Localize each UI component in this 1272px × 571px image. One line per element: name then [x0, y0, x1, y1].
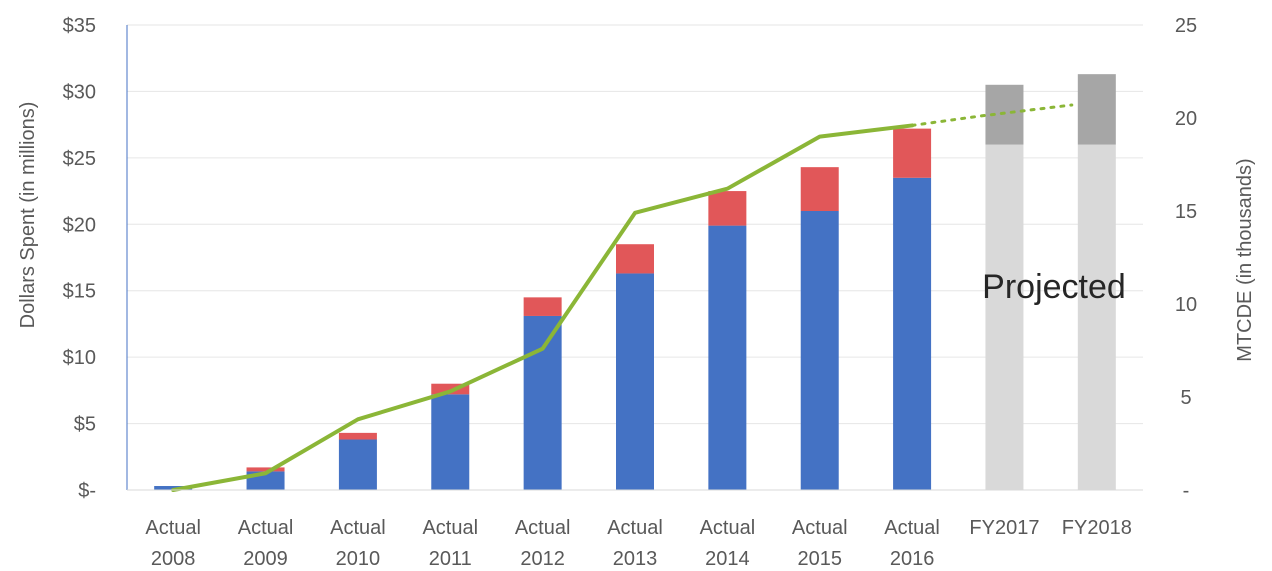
bar-4-segment-0	[523, 315, 562, 490]
x-tick-label-4: Actual 2012	[515, 517, 571, 570]
left-axis-title: Dollars Spent (in millions)	[17, 102, 39, 329]
left-axis-ticks: $- $5 $10 $15 $20 $25 $30 $35	[63, 15, 96, 502]
bar-5-segment-0	[616, 273, 654, 490]
bar-5-segment-1	[616, 244, 654, 274]
lines	[171, 103, 1074, 492]
x-tick-label-10: FY2018	[1062, 517, 1132, 539]
x-tick-label-8: Actual 2016	[884, 517, 940, 570]
projected-emissions-line	[910, 103, 1074, 127]
right-tick-label-3: 15	[1175, 201, 1197, 223]
bar-1-segment-1	[246, 467, 285, 472]
bar-7-segment-0	[800, 211, 839, 490]
bar-4-segment-1	[523, 297, 562, 316]
right-tick-label-0: -	[1183, 480, 1190, 502]
bar-2-segment-1	[338, 432, 377, 440]
x-tick-label-3: Actual 2011	[422, 517, 478, 570]
left-tick-label-0: $-	[78, 480, 96, 502]
right-tick-label-1: 5	[1180, 387, 1191, 409]
bar-9-segment-0	[985, 144, 1024, 491]
bars	[154, 74, 1116, 491]
bar-6-segment-0	[708, 225, 747, 490]
bar-8-segment-0	[893, 177, 932, 491]
bar-10-segment-0	[1077, 144, 1116, 491]
x-axis-ticks: Actual 2008 Actual 2009 Actual 2010 Actual 2011…	[145, 517, 1131, 570]
bar-7-segment-1	[800, 167, 839, 211]
x-tick-label-7: Actual 2015	[792, 517, 848, 570]
left-tick-label-7: $35	[63, 15, 96, 37]
right-tick-label-4: 20	[1175, 108, 1197, 130]
bar-3-segment-0	[431, 394, 470, 490]
projected-annotation: Projected	[982, 268, 1126, 306]
left-tick-label-1: $5	[74, 414, 96, 436]
right-axis-ticks: - 5 10 15 20 25	[1175, 15, 1197, 502]
bar-8-segment-1	[893, 128, 932, 178]
left-tick-label-5: $25	[63, 148, 96, 170]
bar-2-segment-0	[338, 439, 377, 490]
right-tick-label-5: 25	[1175, 15, 1197, 37]
right-tick-label-2: 10	[1175, 294, 1197, 316]
left-tick-label-3: $15	[63, 281, 96, 303]
bar-3-segment-1	[431, 383, 470, 395]
x-tick-label-0: Actual 2008	[145, 517, 201, 570]
x-tick-label-1: Actual 2009	[238, 517, 294, 570]
left-tick-label-4: $20	[63, 214, 96, 236]
right-axis-title: MTCDE (in thousands)	[1234, 158, 1256, 361]
left-tick-label-2: $10	[63, 347, 96, 369]
x-tick-label-2: Actual 2010	[330, 517, 386, 570]
x-tick-label-9: FY2017	[969, 517, 1039, 539]
emissions-line	[171, 123, 915, 492]
bar-6-segment-1	[708, 191, 747, 226]
x-tick-label-6: Actual 2014	[700, 517, 756, 570]
left-tick-label-6: $30	[63, 81, 96, 103]
bar-10-segment-1	[1077, 74, 1116, 145]
x-tick-label-5: Actual 2013	[607, 517, 663, 570]
